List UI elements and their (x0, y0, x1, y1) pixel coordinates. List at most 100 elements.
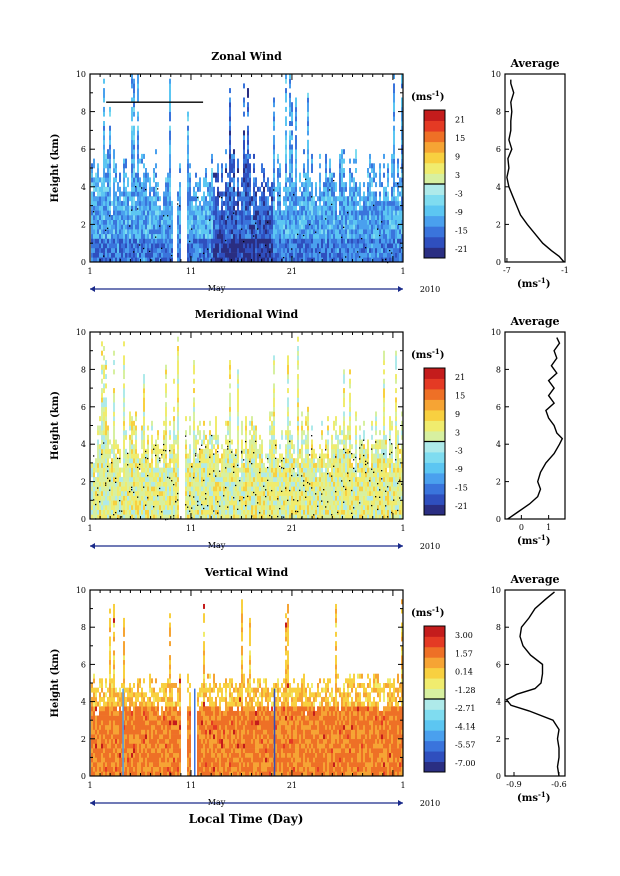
month-label: May (208, 284, 226, 293)
average-y-tick-label: 0 (496, 258, 501, 267)
heatmap-field (91, 74, 403, 264)
colorbar-segment (424, 184, 445, 195)
y-tick-label: 0 (81, 258, 86, 267)
colorbar-segment (424, 141, 445, 153)
average-profile-line (505, 591, 560, 777)
x-tick-label: 1 (400, 267, 405, 276)
colorbar-segment (424, 120, 445, 132)
x-tick-label: 1 (400, 524, 405, 533)
average-y-tick-label: 10 (491, 70, 501, 79)
average-y-tick-label: 2 (496, 220, 501, 229)
y-tick-label: 8 (81, 108, 86, 117)
colorbar-segment (424, 751, 445, 762)
average-profile-line (506, 79, 565, 263)
average-x-tick-label: 1 (546, 523, 551, 532)
average-profile-line (507, 337, 564, 520)
average-frame (504, 589, 566, 777)
colorbar-segment (424, 205, 445, 217)
colorbar-segment (424, 452, 445, 463)
average-title: Average (509, 573, 559, 586)
y-tick-label: 10 (76, 70, 86, 79)
average-x-label: (ms-1) (517, 276, 550, 290)
colorbar-segment (424, 462, 445, 474)
colorbar-tick-label: -9 (455, 208, 463, 217)
y-tick-label: 0 (81, 772, 86, 781)
colorbar-segment (424, 162, 445, 174)
colorbar-unit: (ms-1) (411, 89, 444, 103)
colorbar-segment (424, 740, 445, 752)
colorbar-segment (424, 730, 445, 742)
y-tick-label: 4 (81, 698, 86, 707)
average-x-label: (ms-1) (517, 790, 550, 804)
y-tick-label: 10 (76, 586, 86, 595)
average-x-tick-label: -0.6 (551, 780, 566, 789)
x-tick-label: 21 (287, 781, 297, 790)
colorbar-tick-label: -1.28 (455, 686, 476, 695)
colorbar-segment (424, 626, 445, 637)
panel-title: Vertical Wind (204, 566, 289, 579)
y-tick-label: 4 (81, 440, 86, 449)
year-label: 2010 (420, 285, 440, 294)
colorbar-segment (424, 709, 445, 721)
average-y-tick-label: 4 (496, 183, 501, 192)
colorbar-tick-label: 21 (455, 373, 465, 382)
y-axis-label: Height (km) (50, 649, 61, 718)
colorbar-tick-label: 15 (455, 392, 465, 401)
colorbar-segment (424, 494, 445, 505)
colorbar-tick-label: -21 (455, 245, 468, 254)
colorbar-tick-label: 0.14 (455, 668, 473, 677)
colorbar-segment (424, 173, 445, 185)
average-y-tick-label: 4 (496, 440, 501, 449)
colorbar-tick-label: 1.57 (455, 649, 473, 658)
colorbar-segment (424, 378, 445, 390)
colorbar-tick-label: -15 (455, 483, 468, 492)
average-y-tick-label: 8 (496, 108, 501, 117)
y-tick-label: 2 (81, 478, 86, 487)
colorbar-tick-label: 9 (455, 410, 460, 419)
average-y-tick-label: 10 (491, 586, 501, 595)
colorbar-segment (424, 226, 445, 238)
colorbar-tick-label: -5.57 (455, 741, 476, 750)
colorbar-tick-label: -9 (455, 465, 463, 474)
colorbar-segment (424, 247, 445, 259)
y-tick-label: 10 (76, 328, 86, 337)
colorbar-unit: (ms-1) (411, 347, 444, 361)
average-y-tick-label: 6 (496, 660, 501, 669)
average-frame (504, 331, 566, 520)
y-tick-label: 2 (81, 735, 86, 744)
average-y-tick-label: 6 (496, 145, 501, 154)
colorbar-tick-label: -2.71 (455, 704, 476, 713)
y-tick-label: 6 (81, 145, 86, 154)
colorbar-segment (424, 657, 445, 669)
colorbar-segment (424, 636, 445, 648)
colorbar-segment (424, 473, 445, 484)
colorbar-tick-label: 15 (455, 134, 465, 143)
y-tick-label: 4 (81, 183, 86, 192)
panel-title: Meridional Wind (195, 308, 299, 321)
x-tick-label: 11 (186, 267, 196, 276)
average-title: Average (509, 57, 559, 70)
x-tick-label: 1 (87, 781, 92, 790)
x-tick-label: 21 (287, 524, 297, 533)
colorbar-segment (424, 131, 445, 143)
colorbar-tick-label: 3 (455, 428, 460, 437)
colorbar-segment (424, 646, 445, 658)
colorbar-tick-label: -4.14 (455, 722, 476, 731)
year-label: 2010 (420, 799, 440, 808)
colorbar-segment (424, 236, 445, 248)
x-axis-title: Local Time (Day) (189, 812, 304, 826)
month-label: May (208, 541, 226, 550)
colorbar-tick-label: 3.00 (455, 631, 473, 640)
colorbar-tick-label: 3 (455, 171, 460, 180)
colorbar-tick-label: -3 (455, 447, 463, 456)
average-y-tick-label: 8 (496, 365, 501, 374)
heatmap-field (91, 599, 403, 777)
average-frame (504, 73, 566, 263)
y-tick-label: 8 (81, 623, 86, 632)
x-tick-label: 21 (287, 267, 297, 276)
colorbar-segment (424, 399, 445, 411)
x-tick-label: 1 (87, 267, 92, 276)
